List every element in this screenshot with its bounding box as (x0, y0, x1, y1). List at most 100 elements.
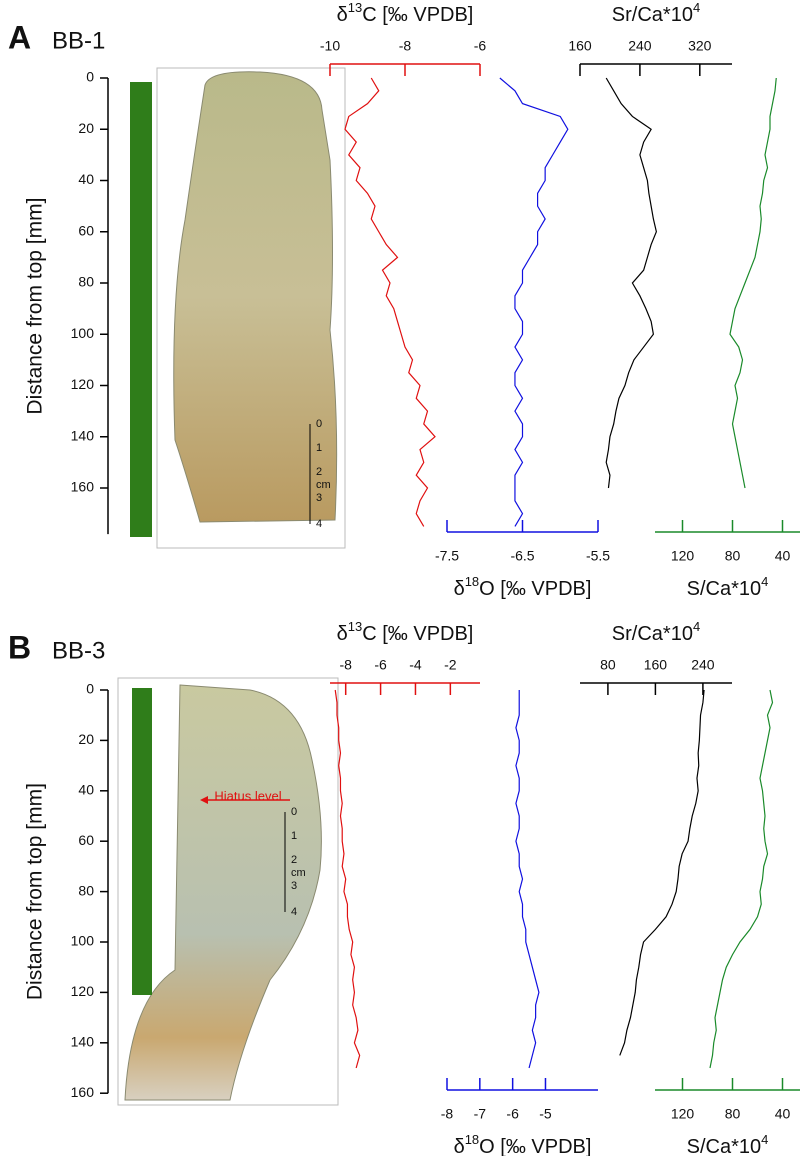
panel-label: B (8, 629, 31, 665)
y-tick-label: 40 (78, 171, 94, 187)
x-tick-label: -4 (409, 657, 422, 673)
y-tick-label: 160 (71, 479, 95, 495)
green-strip (130, 82, 152, 537)
x-tick-label: -6.5 (510, 548, 534, 564)
y-tick-label: 140 (71, 427, 95, 443)
proxy-line (335, 690, 359, 1068)
x-tick-label: -8 (339, 657, 352, 673)
scale-label: 4 (291, 906, 297, 918)
label-part: O [‰ VPDB] (479, 1136, 591, 1156)
label-part: 4 (693, 0, 700, 15)
y-tick-label: 100 (71, 325, 95, 341)
panel-title: BB-1 (52, 27, 105, 54)
x-tick-label: -2 (444, 657, 457, 673)
hiatus-label: Hiatus level (214, 788, 281, 803)
y-tick-label: 20 (78, 731, 94, 747)
scale-label: 2 (316, 466, 322, 478)
label-part: S/Ca*10 (687, 1136, 762, 1156)
x-tick-label: 120 (671, 548, 695, 564)
x-axis-label: Sr/Ca*104 (612, 0, 700, 26)
proxy-line (500, 78, 568, 526)
x-tick-label: 160 (568, 38, 592, 54)
x-tick-label: 320 (688, 38, 712, 54)
y-tick-label: 80 (78, 882, 94, 898)
y-tick-label: 20 (78, 120, 94, 136)
figure: ABB-1Distance from top [mm]0204060801001… (0, 0, 803, 1156)
x-tick-label: 120 (671, 1106, 695, 1122)
proxy-line (516, 690, 539, 1068)
x-tick-label: -7 (474, 1106, 487, 1122)
y-tick-label: 40 (78, 782, 94, 798)
x-tick-label: 80 (600, 657, 616, 673)
scale-label: 0 (316, 418, 322, 430)
label-part: δ (337, 4, 348, 26)
scale-label: cm (316, 479, 331, 491)
scale-label: 3 (291, 880, 297, 892)
label-part: C [‰ VPDB] (362, 4, 473, 26)
y-tick-label: 140 (71, 1034, 95, 1050)
stalagmite-photo (125, 685, 321, 1100)
label-part: 18 (465, 574, 479, 589)
x-tick-label: 40 (775, 1106, 791, 1122)
x-tick-label: 80 (725, 1106, 741, 1122)
label-part: 4 (761, 1132, 768, 1147)
x-axis-label: S/Ca*104 (687, 574, 769, 600)
scale-label: 1 (316, 442, 322, 454)
stalagmite-photo (174, 72, 337, 522)
y-axis-label: Distance from top [mm] (24, 198, 47, 415)
x-tick-label: -6 (474, 38, 487, 54)
label-part: 4 (693, 619, 700, 634)
label-part: S/Ca*10 (687, 578, 762, 600)
label-part: O [‰ VPDB] (479, 578, 591, 600)
label-part: 18 (465, 1132, 479, 1147)
label-part: 13 (348, 619, 362, 634)
x-tick-label: 240 (628, 38, 652, 54)
label-part: δ (337, 623, 348, 645)
label-part: C [‰ VPDB] (362, 623, 473, 645)
x-tick-label: -10 (320, 38, 340, 54)
x-tick-label: 160 (644, 657, 668, 673)
label-part: 13 (348, 0, 362, 15)
x-axis-label: Sr/Ca*104 (612, 619, 700, 645)
scale-label: 1 (291, 830, 297, 842)
y-tick-label: 120 (71, 376, 95, 392)
x-tick-label: -7.5 (435, 548, 459, 564)
x-tick-label: 40 (775, 548, 791, 564)
y-tick-label: 0 (86, 681, 94, 697)
scale-label: 3 (316, 492, 322, 504)
proxy-line (345, 78, 435, 526)
x-tick-label: -8 (441, 1106, 454, 1122)
proxy-line (710, 690, 773, 1068)
scale-label: 2 (291, 854, 297, 866)
y-tick-label: 80 (78, 274, 94, 290)
y-tick-label: 120 (71, 983, 95, 999)
label-part: δ (454, 1136, 465, 1156)
proxy-line (620, 690, 704, 1055)
x-tick-label: -6 (506, 1106, 519, 1122)
label-part: δ (454, 578, 465, 600)
scale-label: 0 (291, 806, 297, 818)
x-axis-label: δ18O [‰ VPDB] (454, 1132, 592, 1156)
label-part: Sr/Ca*10 (612, 4, 693, 26)
y-tick-label: 160 (71, 1084, 95, 1100)
y-tick-label: 60 (78, 222, 94, 238)
y-tick-label: 60 (78, 832, 94, 848)
x-axis-label: δ13C [‰ VPDB] (337, 619, 474, 645)
x-axis-label: S/Ca*104 (687, 1132, 769, 1156)
y-tick-label: 0 (86, 69, 94, 85)
y-axis-label: Distance from top [mm] (24, 783, 47, 1000)
scale-label: cm (291, 867, 306, 879)
panel-label: A (8, 19, 31, 55)
x-axis-label: δ18O [‰ VPDB] (454, 574, 592, 600)
panel-title: BB-3 (52, 637, 105, 664)
y-tick-label: 100 (71, 933, 95, 949)
x-tick-label: -5.5 (586, 548, 610, 564)
x-tick-label: -5 (539, 1106, 552, 1122)
x-tick-label: -6 (374, 657, 387, 673)
x-tick-label: 80 (725, 548, 741, 564)
x-tick-label: -8 (399, 38, 412, 54)
x-axis-label: δ13C [‰ VPDB] (337, 0, 474, 26)
label-part: Sr/Ca*10 (612, 623, 693, 645)
green-strip (132, 688, 152, 995)
proxy-line (606, 78, 656, 488)
